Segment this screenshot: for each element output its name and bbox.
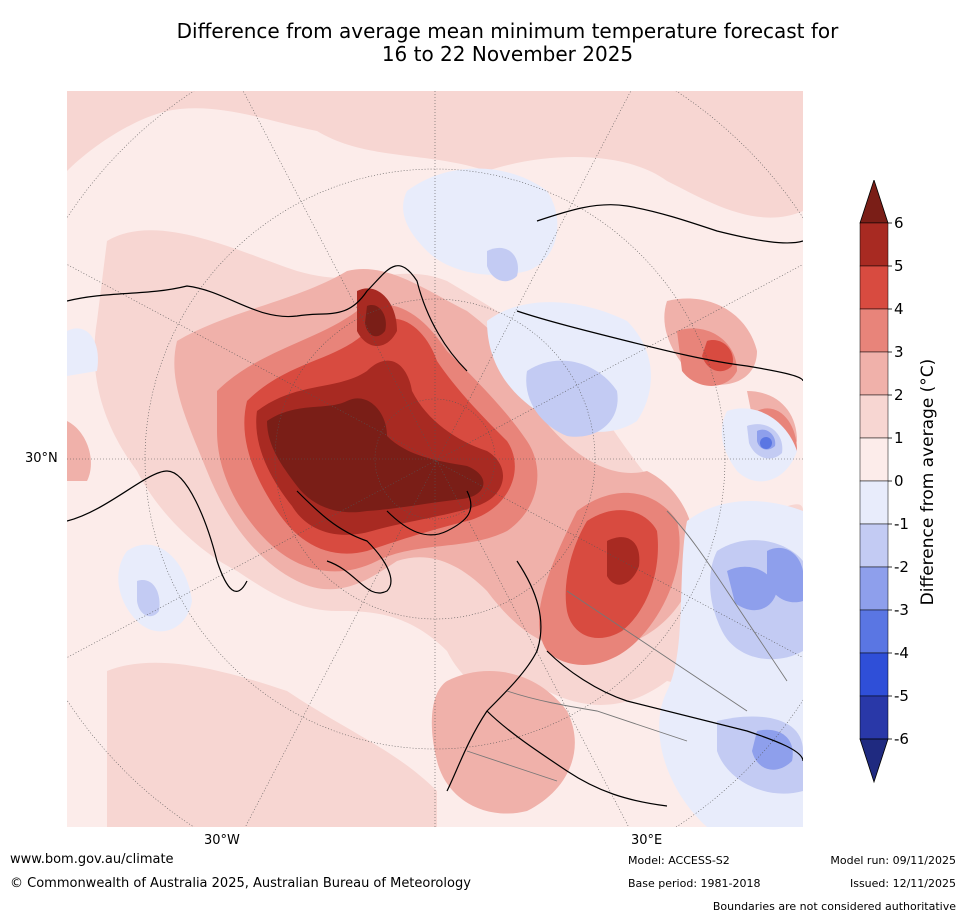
- colorbar-tick-label: -6: [894, 730, 909, 748]
- colorbar-tick-label: -5: [894, 687, 909, 705]
- footer-copyright: © Commonwealth of Australia 2025, Austra…: [10, 876, 471, 891]
- colorbar-bin: [859, 351, 889, 396]
- colorbar-tick-label: 3: [894, 343, 904, 361]
- colorbar-bin: [859, 308, 889, 353]
- colorbar-tick-label: 2: [894, 386, 904, 404]
- lon-label-30e: 30°E: [631, 833, 663, 848]
- colorbar-bin: [859, 265, 889, 310]
- anomaly-layer-over-6: [267, 305, 484, 513]
- anomaly-layer-neg3-neg5: [760, 437, 772, 449]
- colorbar-title: Difference from average (°C): [918, 358, 938, 606]
- colorbar-swatches: [859, 180, 889, 784]
- colorbar-tick-label: -1: [894, 515, 909, 533]
- coastlines: [67, 204, 803, 807]
- colorbar-tick-label: 6: [894, 214, 904, 232]
- colorbar-bin: [859, 394, 889, 439]
- colorbar-tick-label: -2: [894, 558, 909, 576]
- colorbar-bin: [859, 222, 889, 267]
- footer-website[interactable]: www.bom.gov.au/climate: [10, 852, 174, 867]
- footer-model-run: Model run: 09/11/2025: [830, 854, 956, 867]
- colorbar-tick-label: 1: [894, 429, 904, 447]
- title-line-2: 16 to 22 November 2025: [381, 42, 634, 66]
- colorbar-under-arrow: [859, 738, 889, 784]
- footer-disclaimer: Boundaries are not considered authoritat…: [712, 900, 956, 913]
- colorbar-ticks: 6 5 4 3 2 1 0 -1 -2 -3 -4 -5 -6: [888, 214, 909, 748]
- title-line-1: Difference from average mean minimum tem…: [176, 19, 839, 43]
- colorbar-bin: [859, 437, 889, 482]
- colorbar-bin: [859, 652, 889, 697]
- footer-base-period: Base period: 1981-2018: [628, 877, 761, 890]
- colorbar-tick-label: 5: [894, 257, 904, 275]
- country-borders: [466, 510, 788, 782]
- lat-label-30n: 30°N: [25, 451, 58, 466]
- colorbar-tick-label: -3: [894, 601, 909, 619]
- lon-label-30w: 30°W: [204, 833, 240, 848]
- colorbar-bin: [859, 566, 889, 611]
- colorbar-over-arrow: [859, 180, 889, 224]
- anomaly-map: [67, 91, 803, 827]
- colorbar-bin: [859, 695, 889, 740]
- graticule: [67, 91, 803, 827]
- footer-model: Model: ACCESS-S2: [628, 854, 730, 867]
- colorbar-bin: [859, 480, 889, 525]
- colorbar-bin: [859, 523, 889, 568]
- colorbar-tick-label: 4: [894, 300, 904, 318]
- colorbar-tick-label: -4: [894, 644, 909, 662]
- footer-issued: Issued: 12/11/2025: [849, 877, 956, 890]
- colorbar-bin: [859, 609, 889, 654]
- colorbar: 6 5 4 3 2 1 0 -1 -2 -3 -4 -5 -6: [859, 180, 909, 784]
- chart-title: Difference from average mean minimum tem…: [60, 20, 955, 66]
- colorbar-tick-label: 0: [894, 472, 904, 490]
